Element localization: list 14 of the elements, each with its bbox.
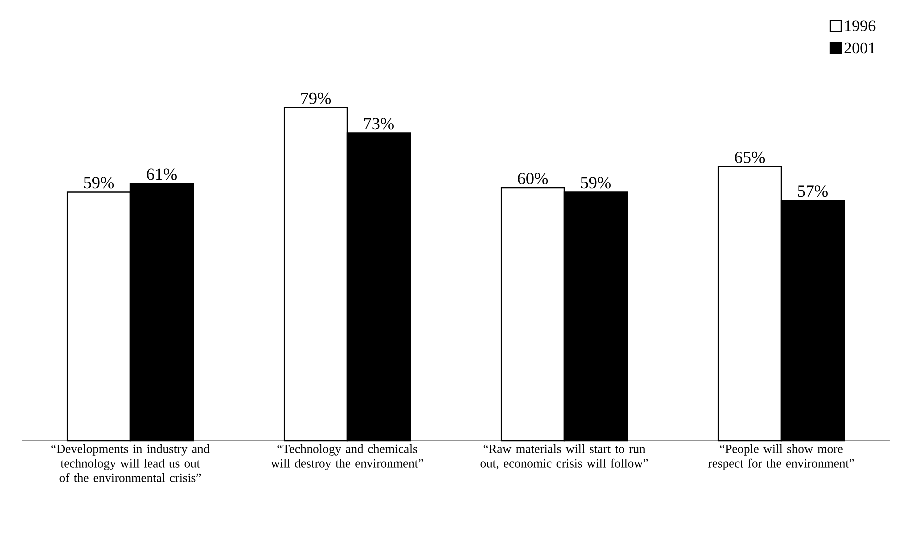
x-tick-label: “Developments in industry and technology will lead us out of the environmental crisis” bbox=[52, 444, 210, 482]
data-label: 61% bbox=[147, 168, 177, 180]
x-tick-label: “People will show more respect for the environment” bbox=[708, 444, 854, 470]
data-label: 59% bbox=[581, 177, 611, 189]
data-label: 60% bbox=[518, 172, 548, 184]
x-tick-label: “Raw materials will start to run out, economic crisis will follow” bbox=[480, 444, 648, 470]
x-tick-label: “Technology and chemicals will destroy the environment” bbox=[271, 444, 424, 470]
data-label: 65% bbox=[735, 152, 766, 164]
legend-label: 2001 bbox=[844, 42, 876, 54]
data-label: 57% bbox=[798, 186, 828, 198]
data-label: 59% bbox=[84, 177, 114, 189]
data-label: 79% bbox=[302, 92, 332, 104]
data-label: 73% bbox=[364, 118, 394, 130]
legend-label: 1996 bbox=[846, 20, 876, 32]
